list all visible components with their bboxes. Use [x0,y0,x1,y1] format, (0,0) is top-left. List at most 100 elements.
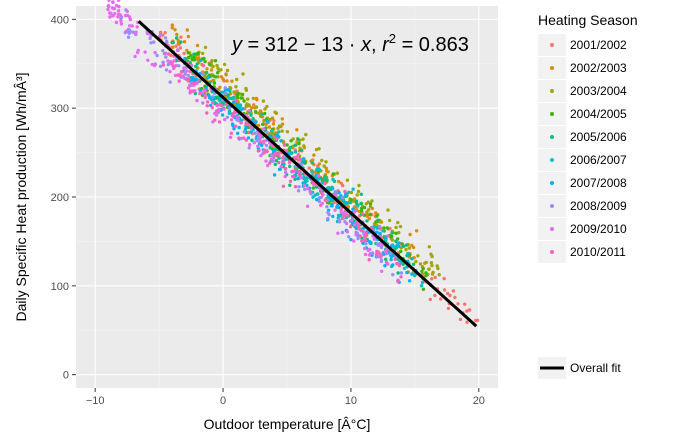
data-point [107,4,111,9]
data-point [191,81,195,86]
data-point [317,199,322,204]
x-axis-title: Outdoor temperature [Â°C] [204,416,371,432]
data-point [349,198,353,202]
data-point [399,275,403,279]
data-point [204,70,209,75]
data-point [331,177,335,182]
data-point [126,35,131,39]
data-point [322,177,327,181]
data-point [219,75,224,79]
data-point [372,237,376,241]
data-point [149,41,153,45]
data-point [241,72,245,76]
data-point [345,178,350,182]
data-point [262,148,266,152]
annotation-r2-value: = 0.863 [396,34,469,56]
data-point [263,107,267,111]
data-point [153,50,157,55]
data-point [227,88,231,92]
data-point [275,137,279,141]
data-point [296,177,300,181]
data-point [333,208,337,212]
data-point [397,230,401,235]
data-point [389,257,393,262]
data-point [172,59,176,63]
data-point [246,136,251,140]
data-point [296,153,300,157]
data-point [205,67,209,71]
data-point [375,214,379,218]
legend-label: 2002/2003 [570,61,627,75]
data-point [358,234,362,238]
data-point [439,297,443,301]
annotation-equation: = 312 − 13 · [242,34,361,56]
data-point [342,213,346,217]
data-point [342,216,346,220]
data-point [344,210,348,214]
data-point [317,162,322,166]
data-point [248,143,252,147]
legend-swatch [550,181,554,185]
data-point [237,136,241,140]
data-point [285,143,289,147]
data-point [333,190,338,194]
data-point [396,279,400,283]
data-point [344,194,348,198]
data-point [191,76,195,80]
data-point [360,228,364,233]
data-point [135,25,139,29]
data-point [211,100,215,105]
data-point [345,213,350,217]
data-point [407,246,412,250]
data-point [253,106,257,110]
data-point [367,253,372,257]
data-point [379,245,384,250]
data-point [374,211,378,215]
data-point [416,254,420,258]
data-point [305,179,309,183]
data-point [378,242,382,246]
data-point [392,245,397,249]
data-point [289,139,293,143]
data-point [110,6,115,10]
data-point [189,54,193,58]
data-point [288,145,293,150]
data-point [238,104,242,108]
annotation-r: r [382,34,390,56]
data-point [109,11,113,16]
data-point [411,262,416,266]
data-point [276,126,280,131]
data-point [186,34,191,39]
data-point [327,213,331,217]
data-point [337,191,341,195]
data-point [352,223,357,227]
data-point [341,196,345,200]
data-point [306,186,310,191]
data-point [192,52,196,56]
data-point [268,131,273,135]
data-point [264,159,268,163]
data-point [359,192,363,196]
data-point [319,203,323,207]
data-point [216,71,220,75]
data-point [199,58,203,63]
data-point [266,163,270,168]
data-point [177,64,181,68]
data-point [176,41,181,46]
data-point [158,64,163,69]
data-point [349,238,353,242]
data-point [252,140,256,145]
data-point [284,149,288,153]
data-point [212,81,217,85]
data-point [244,126,248,130]
y-axis-ticks: 0 100 200 300 400 [51,14,76,382]
data-point [408,232,412,237]
data-point [285,130,290,134]
data-point [250,138,254,142]
data-point [224,73,228,77]
legend-label: 2001/2002 [570,38,627,52]
data-point [300,162,304,167]
data-point [179,35,183,39]
data-point [279,139,283,143]
data-point [244,138,248,142]
